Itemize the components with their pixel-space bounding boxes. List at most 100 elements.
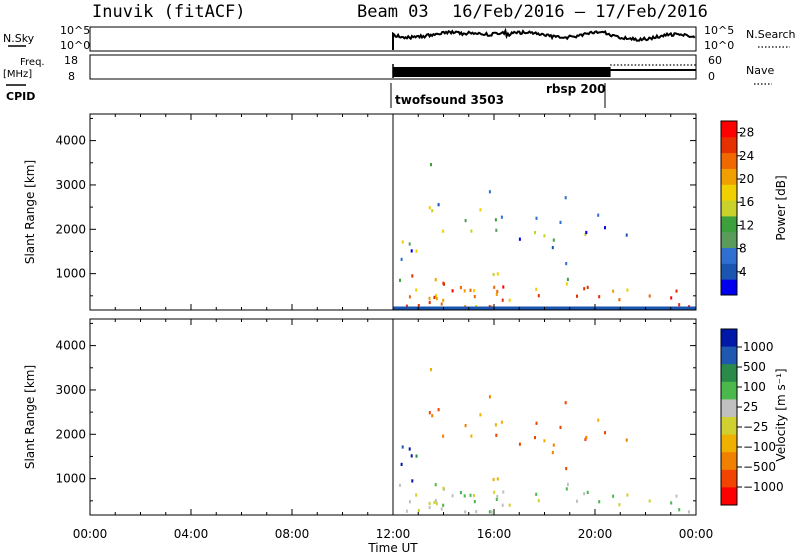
velocity-cell xyxy=(584,437,587,441)
velocity-cell xyxy=(400,462,403,466)
velocity-cbar-cells xyxy=(721,329,737,506)
time-tick-label: 08:00 xyxy=(275,527,310,541)
power-cell xyxy=(598,295,601,299)
power-cell xyxy=(518,237,521,241)
power-cell xyxy=(586,285,589,289)
power-cell xyxy=(566,277,569,281)
power-cell xyxy=(473,295,476,299)
velocity-cell xyxy=(670,501,673,505)
velocity-cell xyxy=(586,490,589,494)
power-cell xyxy=(495,228,498,232)
power-cell xyxy=(502,285,505,289)
velocity-cbar-cell xyxy=(721,452,737,471)
power-cbar-cell xyxy=(721,247,737,264)
freq-label: Freq. xyxy=(20,57,45,68)
velocity-cell xyxy=(535,421,538,425)
velocity-cell xyxy=(626,493,629,497)
power-cell xyxy=(535,216,538,220)
freq-unit: [MHz] xyxy=(3,69,32,80)
y-tick-label: 3000 xyxy=(55,178,86,192)
power-cbar-cell xyxy=(721,152,737,169)
power-cbar-tick-label: 12 xyxy=(739,218,754,232)
power-cell xyxy=(583,287,586,291)
velocity-yticks: 1000 2000 3000 4000 xyxy=(55,322,696,502)
nave-label: Nave xyxy=(746,64,774,77)
date-title: 16/Feb/2016 – 17/Feb/2016 xyxy=(452,2,708,22)
velocity-cell xyxy=(431,414,434,418)
velocity-cbar-cell xyxy=(721,381,737,400)
power-cell xyxy=(400,257,403,261)
velocity-cell xyxy=(688,510,690,514)
velocity-cell xyxy=(415,454,418,458)
power-cell xyxy=(428,296,431,300)
power-cell xyxy=(479,208,482,212)
nsky-trace xyxy=(392,27,696,50)
velocity-cell xyxy=(463,494,466,498)
power-cell xyxy=(401,240,404,244)
cpid-first: twofsound 3503 xyxy=(395,93,504,107)
velocity-cell xyxy=(442,503,445,507)
power-cell xyxy=(670,296,673,300)
power-cell xyxy=(604,226,606,230)
power-cell xyxy=(552,238,555,242)
velocity-cell xyxy=(576,499,578,503)
power-cell xyxy=(435,297,438,301)
velocity-cell xyxy=(564,401,567,405)
velocity-cell xyxy=(408,500,411,504)
nsearch-tick-lo: 10^0 xyxy=(704,39,734,52)
velocity-cell xyxy=(435,499,437,503)
velocity-cbar-tick-label: 100 xyxy=(743,380,766,394)
power-cell xyxy=(430,163,432,167)
power-cbar-cell xyxy=(721,184,737,201)
power-cell xyxy=(618,298,621,302)
power-cell xyxy=(508,298,511,302)
nsky-tick-hi: 10^5 xyxy=(60,24,90,37)
power-cell xyxy=(501,298,504,302)
velocity-cell xyxy=(559,425,562,429)
power-cell xyxy=(565,262,568,266)
nave-tick-lo: 0 xyxy=(708,70,715,83)
power-cell xyxy=(442,298,445,302)
velocity-cbar-cell xyxy=(721,434,737,453)
power-cell xyxy=(494,218,497,222)
power-cell xyxy=(433,295,436,299)
power-cell xyxy=(488,190,491,194)
power-cell xyxy=(469,288,472,292)
power-colorbar: 4 8 12 16 20 24 28 Power [dB] xyxy=(720,120,788,296)
velocity-cell xyxy=(437,408,440,412)
power-cell xyxy=(576,294,578,298)
velocity-cell xyxy=(399,483,401,487)
velocity-cell xyxy=(433,500,436,504)
velocity-cell xyxy=(451,494,454,498)
power-cell xyxy=(551,246,554,250)
power-cell xyxy=(410,249,413,253)
nsky-frame xyxy=(89,26,697,52)
power-cell xyxy=(464,219,467,223)
power-cell xyxy=(408,242,411,246)
y-tick-label: 2000 xyxy=(55,222,86,236)
power-cbar-tick-label: 4 xyxy=(739,265,747,279)
freq-marks xyxy=(392,64,696,78)
power-cell xyxy=(417,304,420,308)
velocity-cell xyxy=(411,479,414,483)
velocity-cell xyxy=(440,507,443,511)
velocity-data xyxy=(392,319,690,515)
power-cbar-label: Power [dB] xyxy=(774,175,788,240)
power-cbar-ticks: 4 8 12 16 20 24 28 xyxy=(737,126,754,279)
power-cell xyxy=(440,302,443,306)
power-cell xyxy=(435,294,437,298)
power-cell xyxy=(584,232,587,236)
power-cbar-tick-label: 24 xyxy=(739,149,754,163)
beam-title: Beam 03 xyxy=(357,2,429,22)
time-tick-label: 00:00 xyxy=(679,527,714,541)
cpid-label: CPID xyxy=(6,90,35,103)
velocity-xticks xyxy=(89,319,697,515)
velocity-cell xyxy=(401,445,404,449)
power-cbar-cells xyxy=(721,121,737,296)
power-cell xyxy=(428,300,431,305)
velocity-cell xyxy=(488,395,491,399)
power-yticks: 1000 2000 3000 4000 xyxy=(55,117,696,297)
